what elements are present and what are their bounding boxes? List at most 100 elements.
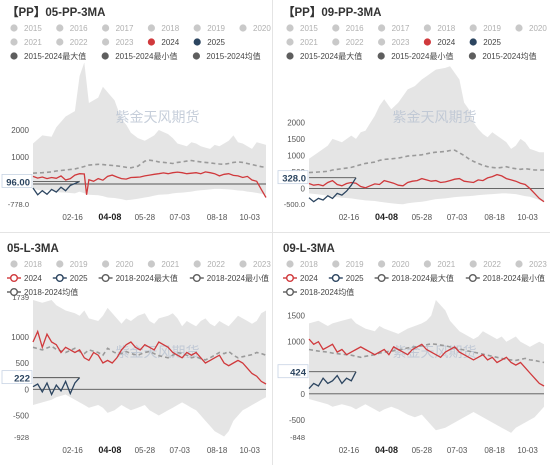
legend-item-2022[interactable]: 2022 (469, 260, 502, 269)
legend-item-label: 2018 (24, 260, 42, 269)
legend-marker (515, 260, 523, 268)
legend-item-2015-2024[interactable]: 2015-2024均值 (192, 51, 261, 61)
legend-item-2016[interactable]: 2016 (332, 24, 364, 33)
legend-item-2016[interactable]: 2016 (56, 24, 88, 33)
legend-item-2025[interactable]: 2025 (193, 38, 226, 47)
chart-panel-09-l-3ma: 09-L-3MA 2018 2019 2020 2021 2022 2023 2024 2025… (277, 243, 547, 455)
legend-item-2018-2024[interactable]: 2018-2024最大值 (374, 273, 454, 283)
legend-item-2018-2024[interactable]: 2018-2024均值 (7, 287, 78, 297)
average-line (32, 345, 267, 361)
current-value-box (1, 174, 33, 188)
legend-item-2018[interactable]: 2018 (286, 260, 318, 269)
legend-item-label: 2020 (116, 260, 134, 269)
legend-item-2017[interactable]: 2017 (102, 24, 134, 33)
legend-marker (331, 274, 340, 283)
legend-marker (192, 52, 200, 60)
legend-item-2023[interactable]: 2023 (102, 38, 134, 47)
y-extreme-label: -848 (290, 433, 305, 442)
legend-item-2025[interactable]: 2025 (52, 274, 88, 283)
current-value-label: 424 (290, 368, 307, 379)
legend-item-2023[interactable]: 2023 (515, 260, 547, 269)
legend-item-2018-2024[interactable]: 2018-2024最小值 (189, 273, 269, 283)
legend-marker (469, 38, 477, 46)
legend-item-2021[interactable]: 2021 (10, 38, 42, 47)
legend-item-2023[interactable]: 2023 (239, 260, 271, 269)
legend-marker (56, 24, 64, 32)
legend-marker (286, 260, 294, 268)
y-tick-label: 1500 (287, 312, 305, 321)
legend-item-2017[interactable]: 2017 (378, 24, 410, 33)
x-tick-label: 05-28 (412, 213, 433, 222)
legend-item-2018-2024[interactable]: 2018-2024最小值 (465, 273, 545, 283)
legend-marker (147, 24, 155, 32)
legend-item-label: 2025 (346, 274, 364, 283)
max-min-band (33, 300, 266, 437)
legend-item-label: 2024 (300, 274, 318, 283)
legend-marker (10, 38, 18, 46)
y-tick-label: 500 (16, 359, 30, 368)
legend-item-2018[interactable]: 2018 (423, 24, 456, 33)
watermark-text: 紫金天风期货 (393, 344, 477, 360)
legend-item-label: 2018-2024最小值 (483, 273, 545, 283)
legend-item-2024[interactable]: 2024 (7, 274, 42, 283)
chart-title: 09-L-3MA (283, 243, 335, 255)
legend-item-2022[interactable]: 2022 (56, 38, 88, 47)
chart-panel-05-l-3ma: 05-L-3MA 2018 2019 2020 2021 2022 2023 2024 2025… (1, 243, 271, 455)
legend-item-2024[interactable]: 2024 (423, 38, 456, 47)
legend-item-2022[interactable]: 2022 (332, 38, 364, 47)
legend-item-2015-2024[interactable]: 2015-2024最大值 (10, 51, 86, 61)
legend-item-2015-2024[interactable]: 2015-2024均值 (468, 51, 537, 61)
legend-marker (147, 38, 155, 46)
legend-item-label: 2018 (437, 24, 455, 33)
legend-item-2021[interactable]: 2021 (147, 260, 180, 269)
legend-item-2021[interactable]: 2021 (286, 38, 318, 47)
series-line-2024 (308, 338, 545, 387)
legend-item-label: 2021 (24, 38, 42, 47)
legend-item-label: 2020 (529, 24, 547, 33)
y-extreme-label: -500.0 (284, 200, 305, 209)
legend-item-2015-2024[interactable]: 2015-2024最大值 (286, 51, 362, 61)
x-tick-label: 02-16 (339, 213, 360, 222)
max-min-band (33, 62, 266, 201)
legend-item-2023[interactable]: 2023 (378, 38, 410, 47)
legend-item-2018[interactable]: 2018 (147, 24, 180, 33)
legend-marker (286, 24, 294, 32)
legend-item-label: 2021 (300, 38, 318, 47)
legend-marker (101, 274, 110, 283)
legend-item-2015[interactable]: 2015 (10, 24, 42, 33)
legend-item-2025[interactable]: 2025 (328, 274, 364, 283)
current-value-label: 222 (14, 374, 30, 385)
legend-item-2019[interactable]: 2019 (193, 24, 226, 33)
legend-item-2020[interactable]: 2020 (102, 260, 134, 269)
legend-item-2020[interactable]: 2020 (378, 260, 410, 269)
x-tick-label: 10-03 (517, 446, 538, 455)
legend-item-2020[interactable]: 2020 (239, 24, 271, 33)
legend-item-label: 2015-2024均值 (482, 51, 536, 61)
watermark-text: 紫金天风期货 (116, 109, 200, 125)
legend-item-2018-2024[interactable]: 2018-2024最大值 (98, 273, 178, 283)
legend-item-2024[interactable]: 2024 (283, 274, 318, 283)
legend-item-label: 2015-2024最小值 (115, 51, 177, 61)
legend-item-2015-2024[interactable]: 2015-2024最小值 (377, 51, 454, 61)
legend-item-label: 2015-2024最大值 (24, 51, 86, 61)
legend-marker (192, 274, 201, 283)
x-tick-label: 10-03 (239, 213, 260, 222)
legend-item-2024[interactable]: 2024 (147, 38, 180, 47)
legend-item-2019[interactable]: 2019 (469, 24, 502, 33)
legend-item-2018-2024[interactable]: 2018-2024均值 (283, 287, 354, 297)
legend-marker (9, 288, 18, 297)
legend-item-2018[interactable]: 2018 (10, 260, 42, 269)
legend-item-2019[interactable]: 2019 (56, 260, 88, 269)
x-tick-label: 10-03 (239, 446, 260, 455)
legend-item-2015-2024[interactable]: 2015-2024最小值 (101, 51, 178, 61)
legend-marker (10, 24, 18, 32)
legend-item-2019[interactable]: 2019 (332, 260, 364, 269)
legend-item-label: 2025 (483, 38, 501, 47)
legend-item-2020[interactable]: 2020 (515, 24, 547, 33)
legend-item-label: 2023 (116, 38, 134, 47)
legend-item-label: 2018-2024均值 (300, 287, 354, 297)
legend-item-2021[interactable]: 2021 (423, 260, 456, 269)
legend-item-2025[interactable]: 2025 (469, 38, 502, 47)
legend-item-2022[interactable]: 2022 (193, 260, 226, 269)
legend-item-2015[interactable]: 2015 (286, 24, 318, 33)
